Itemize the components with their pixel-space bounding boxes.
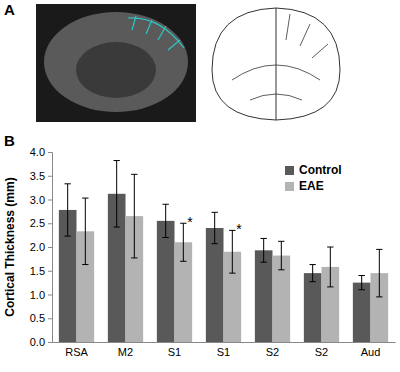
x-tick-label: S1 xyxy=(217,346,230,358)
x-tick: RSA xyxy=(65,346,88,358)
x-tick-label: S1 xyxy=(168,346,181,358)
panel-label: B xyxy=(4,132,15,149)
bar xyxy=(206,228,224,342)
y-tick-mark xyxy=(48,295,52,296)
error-bar xyxy=(180,223,186,261)
x-tick: S2 xyxy=(315,346,328,358)
x-tick: M2 xyxy=(118,346,133,358)
y-axis-title: Cortical Thickness (mm) xyxy=(3,177,17,316)
error-bar xyxy=(310,265,316,282)
y-tick: 1.0 xyxy=(30,289,52,301)
y-axis: 0.0 0.5 1.0 1.5 2.0 2.5 3.0 3.5 4.0 xyxy=(30,146,53,348)
x-tick: Aud xyxy=(361,346,381,358)
error-bar xyxy=(261,238,267,262)
atlas-outline xyxy=(212,8,340,120)
x-tick-label: Aud xyxy=(361,346,381,358)
x-tick-label: RSA xyxy=(65,346,88,358)
legend-swatch xyxy=(285,166,294,175)
y-tick-label: 4.0 xyxy=(30,146,45,158)
x-tick: S1 xyxy=(217,346,230,358)
error-bar xyxy=(376,249,382,297)
y-tick: 2.5 xyxy=(30,217,52,229)
y-tick: 4.0 xyxy=(30,146,52,158)
significance-marker: * xyxy=(236,221,242,237)
significance-marker: * xyxy=(187,214,193,230)
error-bar xyxy=(114,161,120,228)
error-bar xyxy=(163,204,169,237)
bar xyxy=(353,283,371,342)
legend: Control EAE xyxy=(285,163,342,193)
y-tick-label: 1.0 xyxy=(30,289,45,301)
mri-brain xyxy=(44,12,188,112)
y-tick: 2.0 xyxy=(30,241,52,253)
x-tick: S1 xyxy=(168,346,181,358)
legend-label: Control xyxy=(299,163,342,177)
x-tick-label: M2 xyxy=(118,346,133,358)
y-tick-mark xyxy=(48,318,52,319)
x-axis-line xyxy=(53,342,396,343)
mri-background xyxy=(36,4,196,122)
figure: A B 0.0 0.5 1.0 1.5 2.0 2.5 3.0 3.5 4.0 RSA M2 S1 S1 S2… xyxy=(0,0,400,372)
series xyxy=(77,174,389,342)
y-tick-label: 0.0 xyxy=(30,336,45,348)
y-tick: 3.0 xyxy=(30,194,52,206)
error-bar xyxy=(359,276,365,290)
y-tick: 0.0 xyxy=(30,336,52,348)
error-bar xyxy=(229,230,235,273)
x-axis: RSA M2 S1 S1 S2 S2 Aud xyxy=(53,343,396,358)
error-bar xyxy=(131,174,137,258)
legend-label: EAE xyxy=(299,179,324,193)
mri-inner xyxy=(76,42,156,98)
bar xyxy=(304,273,322,342)
legend-item: Control xyxy=(285,163,342,177)
y-tick-mark xyxy=(48,342,52,343)
y-tick-mark xyxy=(48,247,52,248)
error-bar xyxy=(278,241,284,269)
panel-a xyxy=(36,4,340,122)
y-tick-mark xyxy=(48,152,52,153)
legend-item: EAE xyxy=(285,179,324,193)
significance: ** xyxy=(187,214,242,237)
error-bar xyxy=(65,184,71,236)
y-tick-label: 3.5 xyxy=(30,170,45,182)
x-tick: S2 xyxy=(266,346,279,358)
bar xyxy=(157,221,175,342)
legend-swatch xyxy=(285,182,294,191)
x-tick-label: S2 xyxy=(266,346,279,358)
error-bar xyxy=(212,212,218,243)
error-bar xyxy=(82,198,88,265)
plot-area xyxy=(59,161,388,342)
bar xyxy=(255,250,273,342)
y-tick-label: 1.5 xyxy=(30,265,45,277)
error-bar xyxy=(327,247,333,287)
atlas-regions xyxy=(232,14,328,100)
y-tick-label: 2.0 xyxy=(30,241,45,253)
y-axis-line xyxy=(48,153,53,343)
y-tick-label: 3.0 xyxy=(30,194,45,206)
panel-label: A xyxy=(4,1,15,18)
y-tick: 3.5 xyxy=(30,170,52,182)
y-tick-label: 2.5 xyxy=(30,217,45,229)
y-tick: 0.5 xyxy=(30,312,52,324)
y-tick-mark xyxy=(48,200,52,201)
x-tick-label: S2 xyxy=(315,346,328,358)
series xyxy=(59,161,371,342)
y-tick-mark xyxy=(48,271,52,272)
y-tick-label: 0.5 xyxy=(30,312,45,324)
y-tick-mark xyxy=(48,176,52,177)
mri-segmentation xyxy=(128,16,184,50)
y-tick: 1.5 xyxy=(30,265,52,277)
y-tick-mark xyxy=(48,223,52,224)
